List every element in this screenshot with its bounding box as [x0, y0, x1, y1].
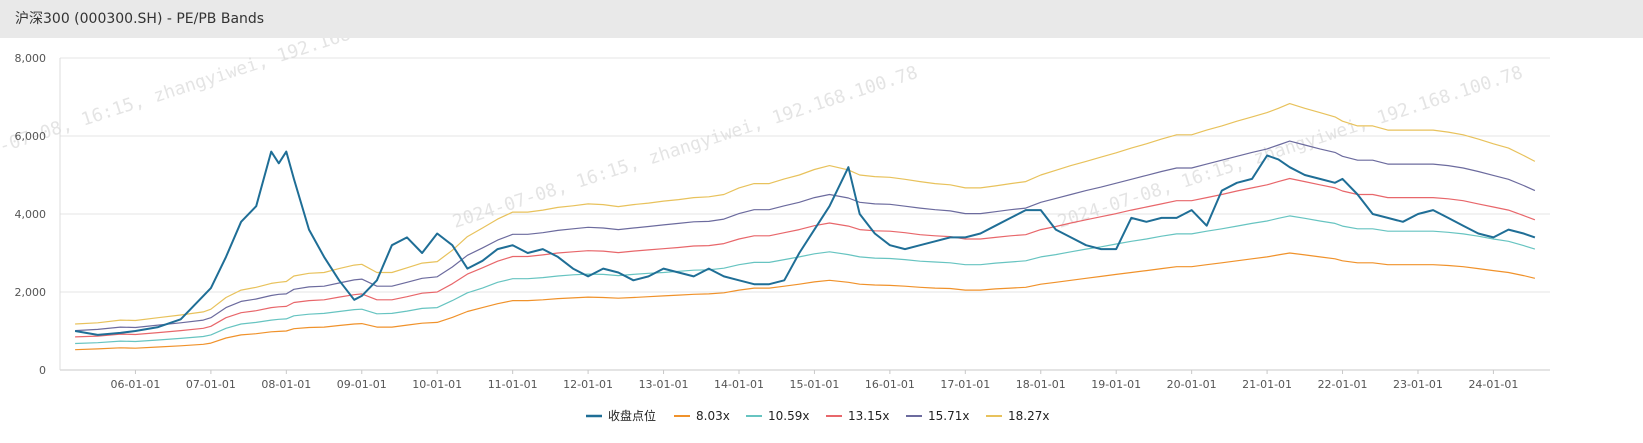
- x-tick-label: 06-01-01: [110, 378, 160, 391]
- series-line: [75, 177, 1536, 338]
- x-tick-label: 09-01-01: [337, 378, 387, 391]
- grid-lines: [60, 57, 1550, 371]
- x-tick-label: 10-01-01: [412, 378, 462, 391]
- series-line: [74, 150, 1536, 336]
- x-tick-label: 20-01-01: [1167, 378, 1217, 391]
- axes: 0 2,000 4,000 6,000 8,000 06-01-01 07-01-01 08-…: [15, 52, 1519, 391]
- x-tick-label: 12-01-01: [563, 378, 613, 391]
- chart: 2024-07-08, 16:15, zhangyiwei, 192.168.1…: [0, 38, 1550, 423]
- series-line: [75, 215, 1536, 345]
- x-tick-label: 13-01-01: [639, 378, 689, 391]
- series-line: [75, 252, 1536, 351]
- page-title: 沪深300 (000300.SH) - PE/PB Bands: [15, 11, 265, 27]
- x-tick-label: 08-01-01: [261, 378, 311, 391]
- x-tick-label: 22-01-01: [1318, 378, 1368, 391]
- watermark-layer: 2024-07-08, 16:15, zhangyiwei, 192.168.1…: [0, 38, 1525, 233]
- x-tick-label: 11-01-01: [488, 378, 538, 391]
- y-tick-label: 8,000: [15, 52, 47, 65]
- legend: 收盘点位 8.03x 10.59x 13.15x 15.71x 18.27x: [586, 408, 1049, 423]
- legend-label: 13.15x: [848, 409, 889, 423]
- x-tick-label: 23-01-01: [1393, 378, 1443, 391]
- x-tick-label: 07-01-01: [186, 378, 236, 391]
- legend-label: 8.03x: [696, 409, 730, 423]
- x-tick-label: 16-01-01: [865, 378, 915, 391]
- y-tick-label: 2,000: [15, 286, 47, 299]
- legend-label: 15.71x: [928, 409, 969, 423]
- x-tick-label: 24-01-01: [1468, 378, 1518, 391]
- x-tick-label: 14-01-01: [714, 378, 764, 391]
- x-tick-label: 15-01-01: [789, 378, 839, 391]
- x-tick-label: 17-01-01: [940, 378, 990, 391]
- legend-label: 18.27x: [1008, 409, 1049, 423]
- x-tick-label: 19-01-01: [1091, 378, 1141, 391]
- x-tick-label: 21-01-01: [1242, 378, 1292, 391]
- watermark-text: 2024-07-08, 16:15, zhangyiwei, 192.168.1…: [450, 62, 920, 233]
- x-tick-label: 18-01-01: [1016, 378, 1066, 391]
- series-layer: [74, 103, 1536, 351]
- series-line: [75, 103, 1536, 325]
- y-tick-label: 6,000: [15, 130, 47, 143]
- legend-label: 收盘点位: [608, 408, 656, 423]
- y-tick-label: 4,000: [15, 208, 47, 221]
- watermark-text: 2024-07-08, 16:15, zhangyiwei, 192.168.1…: [1055, 62, 1525, 233]
- series-line: [75, 140, 1536, 332]
- y-tick-label: 0: [39, 364, 46, 377]
- title-bar: 沪深300 (000300.SH) - PE/PB Bands: [0, 0, 1643, 38]
- legend-label: 10.59x: [768, 409, 809, 423]
